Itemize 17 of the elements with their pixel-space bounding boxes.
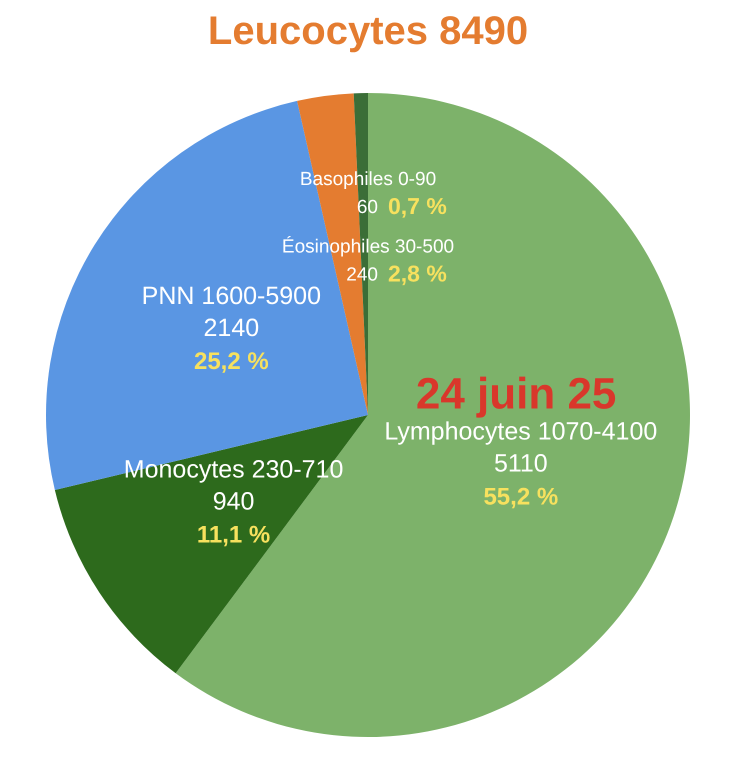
slice-label: Monocytes 230-710 bbox=[124, 456, 344, 484]
slice-label: Lymphocytes 1070-4100 bbox=[384, 418, 658, 446]
slice-label: Éosinophiles 30-500 bbox=[282, 235, 454, 258]
data-label: 5110 bbox=[494, 450, 548, 478]
text: 55,2 % bbox=[483, 484, 558, 511]
data-label: 60 bbox=[356, 196, 378, 218]
data-label: 240 bbox=[346, 264, 378, 286]
pie-slice bbox=[54, 415, 368, 674]
text: 25,2 % bbox=[194, 348, 269, 375]
data-label: 2140 bbox=[204, 314, 260, 342]
slice-label: PNN 1600-5900 bbox=[142, 282, 321, 310]
data-label: 940 bbox=[212, 488, 254, 516]
text: 11,1 % bbox=[196, 522, 270, 549]
text: 24 juin 25 bbox=[416, 370, 616, 419]
chart-title: Leucocytes 8490 bbox=[208, 9, 528, 53]
text: 2,8 % bbox=[388, 260, 447, 286]
text: 0,7 % bbox=[388, 192, 447, 219]
